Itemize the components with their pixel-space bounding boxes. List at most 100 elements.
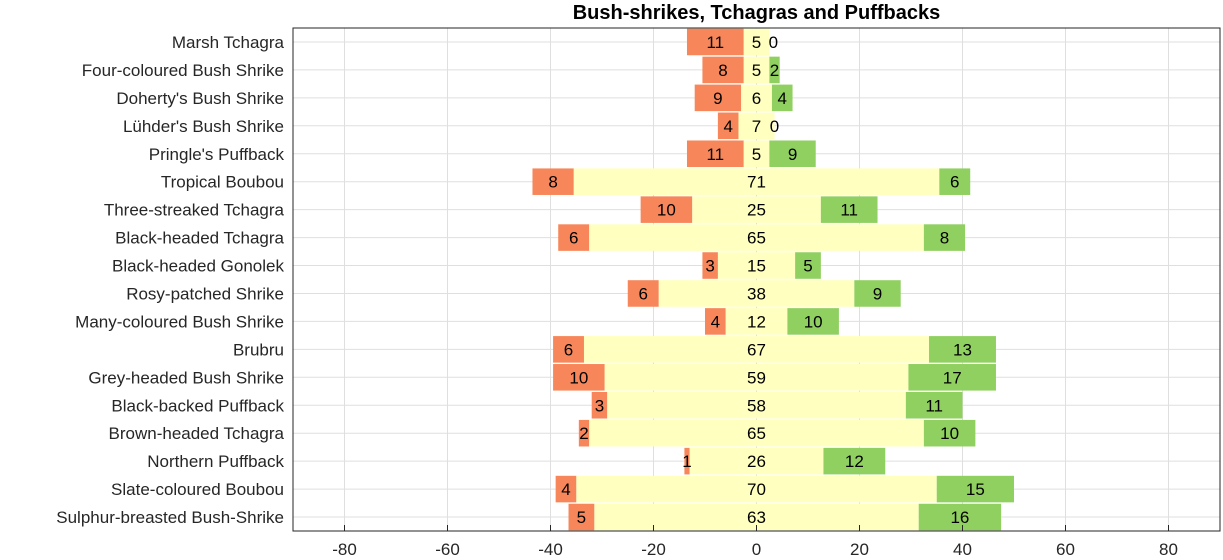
category-label: Northern Puffback	[147, 452, 284, 471]
category-label: Lühder's Bush Shrike	[123, 117, 284, 136]
bar-negative	[705, 308, 726, 335]
bar-negative	[686, 28, 744, 56]
bar-negative	[532, 168, 574, 195]
category-label: Sulphur-breasted Bush-Shrike	[56, 508, 284, 527]
category-label: Three-streaked Tchagra	[104, 201, 285, 220]
value-label-negative: 4	[561, 480, 570, 499]
value-label-positive: 13	[953, 340, 972, 359]
category-label: Black-headed Gonolek	[112, 257, 285, 276]
value-label-negative: 4	[711, 312, 720, 331]
bar-negative	[694, 84, 742, 112]
value-label-neutral: 5	[752, 145, 761, 164]
bar-neutral	[741, 84, 772, 112]
category-label: Many-coloured Bush Shrike	[75, 312, 284, 331]
category-label: Brubru	[233, 340, 284, 359]
value-label-neutral: 70	[747, 480, 766, 499]
value-label-positive: 11	[925, 396, 943, 415]
value-label-positive: 10	[804, 312, 823, 331]
bar-negative	[591, 391, 608, 419]
value-label-negative: 8	[548, 173, 557, 192]
value-label-negative: 5	[577, 508, 586, 527]
bar-neutral	[689, 447, 824, 475]
value-label-neutral: 65	[747, 424, 766, 443]
value-label-negative: 11	[706, 33, 724, 52]
value-label-negative: 10	[657, 201, 676, 220]
value-label-positive: 12	[845, 452, 864, 471]
value-label-positive: 2	[770, 61, 779, 80]
category-label: Brown-headed Tchagra	[109, 424, 285, 443]
category-label: Pringle's Puffback	[149, 145, 285, 164]
value-label-neutral: 58	[747, 396, 766, 415]
value-labels: 11 5 08 5 29 6 44 7 011 5 98 71 610 25 116 65 83 15 56 38 94…	[548, 33, 984, 527]
value-label-positive: 15	[966, 480, 985, 499]
bar-neutral	[607, 391, 906, 419]
value-label-negative: 1	[682, 452, 691, 471]
value-label-neutral: 25	[747, 201, 766, 220]
value-label-neutral: 38	[747, 284, 766, 303]
bar-positive	[929, 336, 996, 363]
bar-neutral	[589, 224, 924, 251]
category-label: Four-coloured Bush Shrike	[82, 61, 284, 80]
bar-negative	[717, 112, 739, 140]
value-label-neutral: 5	[752, 61, 761, 80]
x-tick-label: 0	[752, 540, 761, 559]
chart-title: Bush-shrikes, Tchagras and Puffbacks	[573, 2, 941, 24]
bar-neutral	[717, 252, 796, 279]
category-label: Tropical Boubou	[161, 173, 284, 192]
bar-positive	[923, 419, 976, 447]
value-label-positive: 5	[803, 257, 812, 276]
bar-positive	[908, 364, 996, 391]
category-label: Grey-headed Bush Shrike	[88, 368, 284, 387]
value-label-neutral: 7	[752, 117, 761, 136]
bar-positive	[854, 280, 901, 307]
value-label-neutral: 63	[747, 508, 766, 527]
value-label-negative: 10	[569, 368, 588, 387]
bar-positive	[905, 391, 963, 419]
bar-neutral	[583, 336, 930, 363]
value-label-neutral: 15	[747, 257, 766, 276]
category-label: Rosy-patched Shrike	[126, 284, 284, 303]
bars	[532, 28, 1014, 531]
bar-neutral	[738, 112, 775, 140]
value-label-neutral: 6	[752, 89, 761, 108]
x-tick-label: 60	[1056, 540, 1075, 559]
bar-negative	[627, 280, 659, 307]
category-label: Black-backed Puffback	[111, 396, 284, 415]
x-tick-label: 20	[850, 540, 869, 559]
bar-positive	[787, 308, 839, 335]
category-label: Doherty's Bush Shrike	[116, 89, 284, 108]
category-label: Marsh Tchagra	[172, 33, 285, 52]
value-label-neutral: 59	[747, 368, 766, 387]
x-tick-label: 40	[953, 540, 972, 559]
bar-neutral	[658, 280, 855, 307]
bar-neutral	[725, 308, 788, 335]
bar-neutral	[743, 56, 770, 84]
value-label-positive: 17	[943, 368, 962, 387]
bar-negative	[558, 224, 590, 251]
value-label-neutral: 5	[752, 33, 761, 52]
value-label-positive: 8	[940, 229, 949, 248]
bar-positive	[820, 196, 878, 223]
value-label-positive: 11	[840, 201, 858, 220]
category-labels: Marsh Tchagra Four-coloured Bush Shrike Do…	[56, 33, 284, 527]
bar-neutral	[692, 196, 821, 223]
value-label-negative: 2	[579, 424, 588, 443]
bar-positive	[795, 252, 821, 279]
x-tick-labels: -80 -60 -40 -20 0 20 40 60 80	[332, 525, 1178, 559]
x-tick-label: -20	[641, 540, 666, 559]
x-tick-label: -60	[435, 540, 460, 559]
value-label-neutral: 12	[747, 312, 766, 331]
bar-neutral	[573, 168, 940, 195]
x-tick-label: -80	[332, 540, 357, 559]
value-label-negative: 6	[638, 284, 647, 303]
bar-negative	[578, 419, 590, 447]
value-label-neutral: 26	[747, 452, 766, 471]
bar-negative	[702, 56, 744, 84]
value-label-positive: 4	[778, 89, 787, 108]
value-label-positive: 10	[940, 424, 959, 443]
value-label-neutral: 71	[747, 173, 766, 192]
bar-negative	[568, 503, 595, 531]
bar-neutral	[576, 475, 937, 503]
bar-positive	[923, 224, 966, 251]
value-label-negative: 3	[705, 257, 714, 276]
